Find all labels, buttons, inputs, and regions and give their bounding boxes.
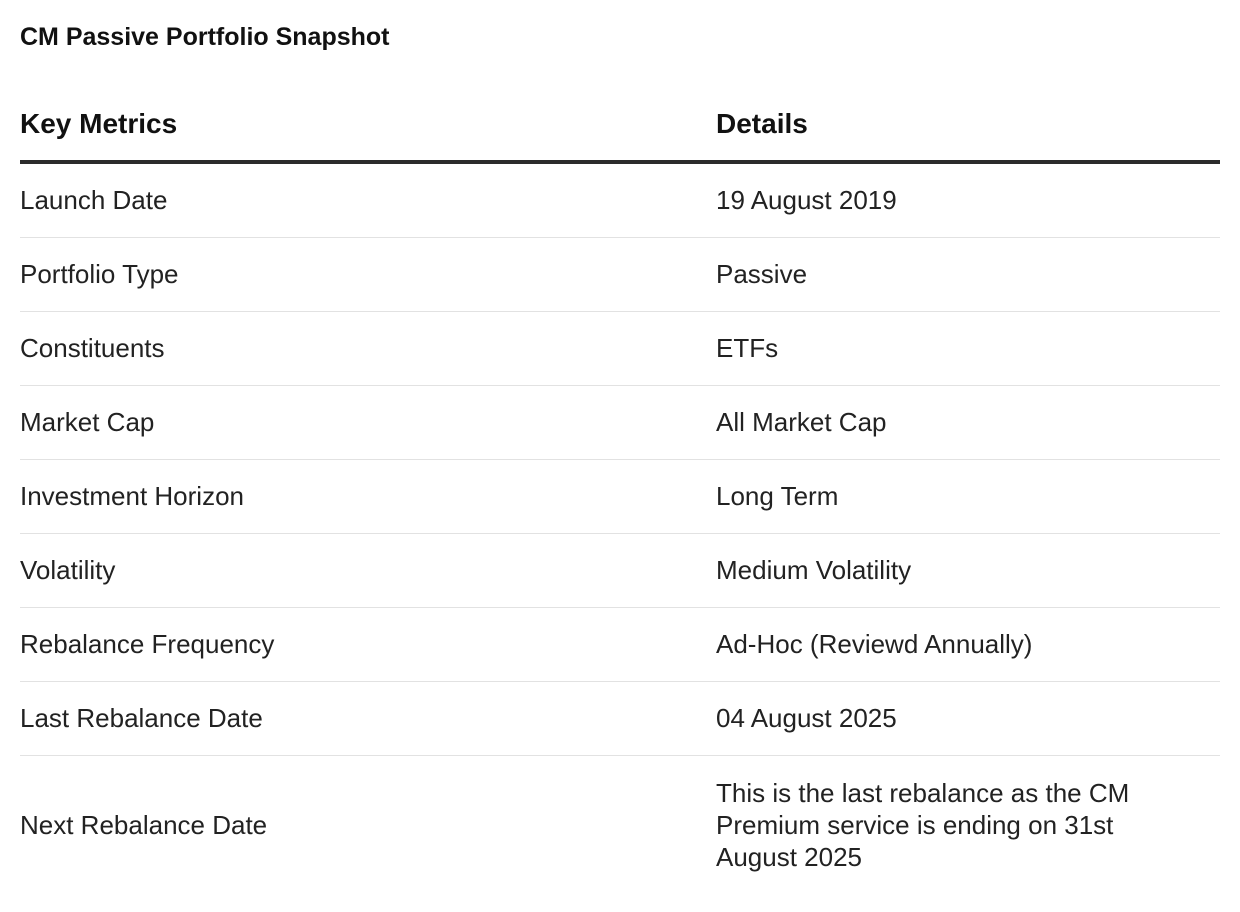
- metric-value: ETFs: [716, 311, 1220, 386]
- metric-value: All Market Cap: [716, 385, 1220, 460]
- metric-label: Launch Date: [20, 162, 716, 238]
- table-row: Volatility Medium Volatility: [20, 533, 1220, 608]
- table-row: Next Rebalance Date This is the last reb…: [20, 756, 1220, 895]
- table-body: Launch Date 19 August 2019 Portfolio Typ…: [20, 162, 1220, 894]
- metric-label: Constituents: [20, 311, 716, 386]
- metric-value: 04 August 2025: [716, 681, 1220, 756]
- metric-label: Rebalance Frequency: [20, 607, 716, 682]
- metric-value: This is the last rebalance as the CM Pre…: [716, 778, 1130, 872]
- metrics-table: Key Metrics Details Launch Date 19 Augus…: [20, 88, 1220, 894]
- table-row: Constituents ETFs: [20, 311, 1220, 386]
- metric-label: Investment Horizon: [20, 459, 716, 534]
- header-details: Details: [716, 88, 1220, 164]
- metric-label: Volatility: [20, 533, 716, 608]
- table-row: Rebalance Frequency Ad-Hoc (Reviewd Annu…: [20, 607, 1220, 682]
- table-row: Market Cap All Market Cap: [20, 385, 1220, 460]
- header-key-metrics: Key Metrics: [20, 88, 716, 164]
- table-row: Investment Horizon Long Term: [20, 459, 1220, 534]
- metric-value: 19 August 2019: [716, 162, 1220, 238]
- metric-value: Ad-Hoc (Reviewd Annually): [716, 607, 1220, 682]
- table-row: Portfolio Type Passive: [20, 237, 1220, 312]
- metric-value: Passive: [716, 237, 1220, 312]
- page-title: CM Passive Portfolio Snapshot: [20, 23, 390, 51]
- metric-value: Medium Volatility: [716, 533, 1220, 608]
- table-header: Key Metrics Details: [20, 88, 1220, 164]
- metric-label: Last Rebalance Date: [20, 681, 716, 756]
- table-row: Launch Date 19 August 2019: [20, 162, 1220, 238]
- metric-value: Long Term: [716, 459, 1220, 534]
- table-row: Last Rebalance Date 04 August 2025: [20, 681, 1220, 756]
- metric-label: Next Rebalance Date: [20, 809, 268, 840]
- metric-label: Portfolio Type: [20, 237, 716, 312]
- header-row: Key Metrics Details: [20, 88, 1220, 164]
- metric-label: Market Cap: [20, 385, 716, 460]
